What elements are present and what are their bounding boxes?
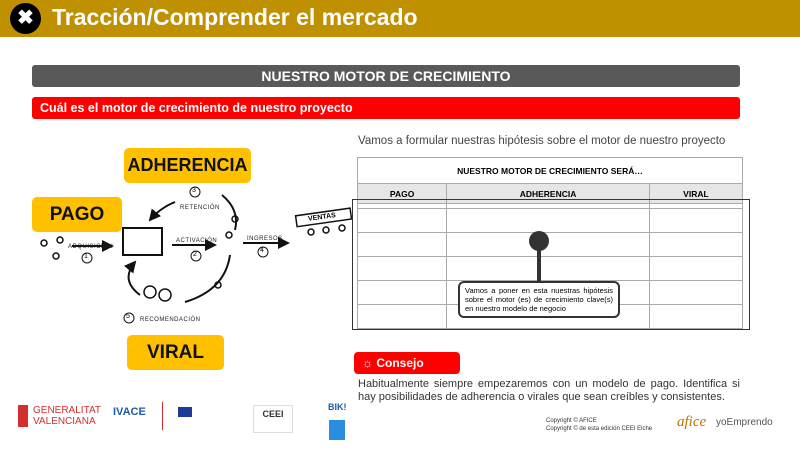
label-adquisicion: ADQUISICIÓN — [68, 244, 114, 250]
copyright-ceei: Copyright © de esta edición CEEI Elche — [546, 426, 653, 432]
header-bar — [0, 0, 800, 37]
tip-text: Habitualmente siempre empezaremos con un… — [358, 378, 740, 404]
cell[interactable] — [356, 280, 448, 305]
copyright-afice: Copyright © AFICE — [546, 418, 597, 424]
tip-banner: ☼ Consejo — [354, 352, 460, 374]
logo-ceei: CEEI — [253, 405, 293, 433]
tools-icon: ✖ — [10, 3, 41, 34]
step-3: 3 — [192, 187, 196, 194]
cell[interactable] — [648, 208, 744, 233]
logo-yoemprendo: yoEmprendo — [716, 417, 773, 428]
section-title: NUESTRO MOTOR DE CRECIMIENTO — [32, 65, 740, 87]
growth-loop-diagram — [40, 186, 353, 324]
intro-text: Vamos a formular nuestras hipótesis sobr… — [358, 135, 726, 147]
cell[interactable] — [648, 256, 744, 281]
label-activacion: ACTIVACIÓN — [176, 238, 218, 244]
cell[interactable] — [356, 304, 448, 329]
logo-afice: afice — [677, 414, 707, 430]
table-title: NUESTRO MOTOR DE CRECIMIENTO SERÁ… — [357, 157, 743, 184]
label-ingresos: INGRESOS — [247, 236, 283, 242]
logo-bik: BIK! — [328, 402, 347, 412]
cell[interactable] — [648, 280, 744, 305]
tip-label: Consejo — [376, 356, 424, 370]
tag-pago: PAGO — [32, 197, 122, 232]
bik-box-icon — [329, 420, 345, 440]
cell[interactable] — [356, 232, 448, 257]
question-banner: Cuál es el motor de crecimiento de nuest… — [32, 97, 740, 119]
tag-viral: VIRAL — [127, 335, 224, 370]
eu-flag-icon — [178, 407, 192, 417]
lightbulb-icon: ☼ — [362, 356, 377, 370]
table-frame — [352, 199, 750, 330]
page-title: Tracción/Comprender el mercado — [52, 4, 418, 30]
step-5: 5 — [126, 313, 130, 320]
label-recomendacion: RECOMENDACIÓN — [140, 317, 201, 323]
step-1: 1 — [84, 253, 88, 260]
pin-icon — [529, 231, 549, 251]
cell[interactable] — [356, 256, 448, 281]
cell[interactable] — [648, 304, 744, 329]
callout-note: Vamos a poner en esta nuestras hipótesis… — [458, 281, 620, 318]
tag-adherencia: ADHERENCIA — [124, 148, 251, 183]
pin-line — [537, 250, 541, 282]
gv-crest-icon — [18, 405, 28, 427]
logo-ivace: IVACE — [113, 406, 146, 418]
step-4: 4 — [260, 247, 264, 254]
logo-generalitat: GENERALITAT VALENCIANA — [33, 405, 101, 427]
divider — [162, 402, 163, 430]
cell[interactable] — [446, 208, 650, 233]
label-retencion: RETENCIÓN — [180, 205, 220, 211]
step-2: 2 — [193, 251, 197, 258]
